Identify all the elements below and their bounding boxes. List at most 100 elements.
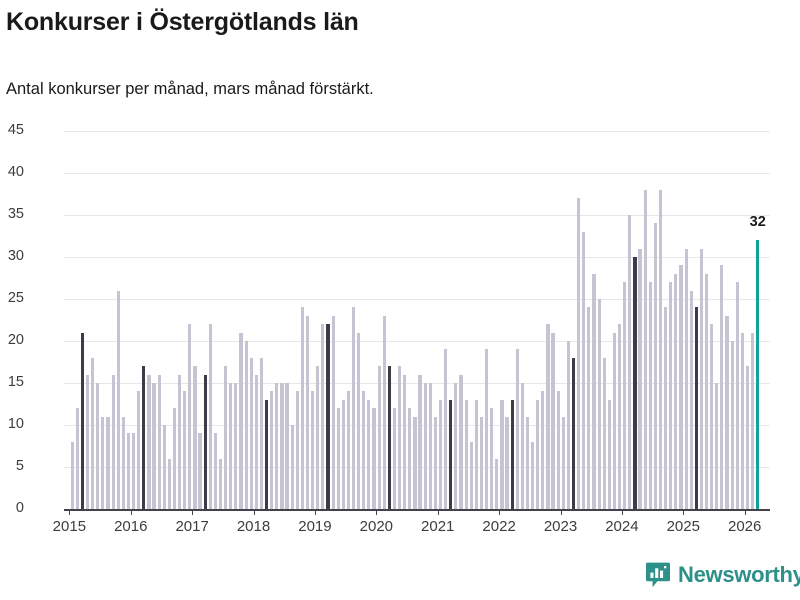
bar[interactable] — [740, 332, 744, 509]
bar[interactable] — [218, 458, 223, 509]
bar[interactable] — [602, 357, 606, 509]
bar[interactable] — [536, 399, 540, 509]
bar[interactable] — [715, 383, 719, 509]
bar[interactable] — [423, 383, 427, 509]
bar[interactable] — [280, 383, 284, 509]
bar[interactable] — [188, 324, 192, 509]
bar[interactable] — [265, 399, 269, 509]
bar[interactable] — [612, 332, 617, 509]
bar[interactable] — [208, 324, 212, 509]
bar[interactable] — [546, 324, 550, 509]
bar[interactable] — [505, 416, 509, 509]
bar[interactable] — [229, 383, 233, 509]
bar[interactable] — [70, 441, 74, 509]
bar[interactable] — [710, 324, 714, 509]
bar[interactable] — [490, 408, 494, 509]
bar[interactable] — [628, 215, 632, 509]
bar[interactable] — [648, 282, 652, 509]
bar[interactable] — [469, 441, 473, 509]
bar[interactable] — [403, 374, 407, 509]
bar[interactable] — [300, 307, 304, 509]
bar[interactable] — [730, 341, 734, 509]
bar[interactable] — [290, 425, 294, 509]
bar[interactable] — [756, 240, 760, 509]
bar[interactable] — [203, 374, 207, 509]
bar[interactable] — [643, 189, 647, 509]
bar[interactable] — [357, 332, 361, 509]
bar[interactable] — [556, 391, 560, 509]
bar[interactable] — [80, 332, 84, 509]
bar[interactable] — [531, 441, 535, 509]
bar[interactable] — [418, 374, 422, 509]
bar[interactable] — [699, 248, 704, 509]
bar[interactable] — [239, 332, 243, 509]
bar[interactable] — [520, 383, 524, 509]
bar[interactable] — [224, 366, 228, 509]
bar[interactable] — [515, 349, 519, 509]
bar[interactable] — [633, 257, 637, 509]
bar[interactable] — [571, 357, 576, 509]
bar[interactable] — [101, 416, 105, 509]
bar[interactable] — [285, 383, 289, 509]
bar[interactable] — [116, 290, 120, 509]
bar[interactable] — [638, 248, 642, 509]
bar[interactable] — [321, 324, 325, 509]
bar[interactable] — [674, 273, 678, 509]
bar[interactable] — [341, 399, 345, 509]
bar[interactable] — [561, 416, 565, 509]
bar[interactable] — [259, 357, 264, 509]
bar[interactable] — [551, 332, 555, 509]
bar[interactable] — [131, 433, 136, 509]
bar[interactable] — [382, 315, 386, 509]
bar[interactable] — [689, 290, 693, 509]
bar[interactable] — [658, 189, 663, 509]
bar[interactable] — [510, 399, 514, 509]
bar[interactable] — [664, 307, 668, 509]
bar[interactable] — [137, 391, 141, 509]
bar[interactable] — [577, 198, 581, 509]
bar[interactable] — [745, 366, 750, 509]
bar[interactable] — [587, 307, 591, 509]
bar[interactable] — [254, 374, 258, 509]
bar[interactable] — [126, 433, 131, 509]
bar[interactable] — [111, 374, 115, 509]
bar[interactable] — [331, 315, 335, 509]
bar[interactable] — [459, 374, 463, 509]
bar[interactable] — [725, 315, 729, 509]
bar[interactable] — [244, 341, 248, 509]
bar[interactable] — [592, 273, 596, 509]
bar[interactable] — [346, 391, 351, 509]
bar[interactable] — [735, 282, 739, 509]
bar[interactable] — [275, 383, 279, 509]
bar[interactable] — [464, 399, 468, 509]
bar[interactable] — [618, 324, 622, 509]
bar[interactable] — [249, 357, 253, 509]
bar[interactable] — [684, 248, 688, 509]
bar[interactable] — [413, 416, 417, 509]
bar[interactable] — [121, 416, 125, 509]
bar[interactable] — [305, 315, 310, 509]
bar[interactable] — [433, 416, 437, 509]
bar[interactable] — [213, 433, 218, 509]
bar[interactable] — [474, 399, 478, 509]
bar[interactable] — [178, 374, 182, 509]
bar[interactable] — [336, 408, 340, 509]
bar[interactable] — [326, 324, 330, 509]
bar[interactable] — [367, 399, 371, 509]
bar[interactable] — [372, 408, 376, 509]
bar[interactable] — [106, 416, 110, 509]
bar[interactable] — [172, 408, 177, 509]
bar[interactable] — [75, 408, 79, 509]
bar[interactable] — [377, 366, 381, 509]
bar[interactable] — [679, 265, 683, 509]
bar[interactable] — [479, 416, 484, 509]
bar[interactable] — [157, 374, 161, 509]
bar[interactable] — [653, 223, 657, 509]
bar[interactable] — [96, 383, 100, 509]
bar[interactable] — [316, 366, 320, 509]
bar[interactable] — [623, 282, 627, 509]
bar[interactable] — [392, 408, 397, 509]
bar[interactable] — [162, 425, 166, 509]
bar[interactable] — [198, 433, 202, 509]
bar[interactable] — [694, 307, 698, 509]
